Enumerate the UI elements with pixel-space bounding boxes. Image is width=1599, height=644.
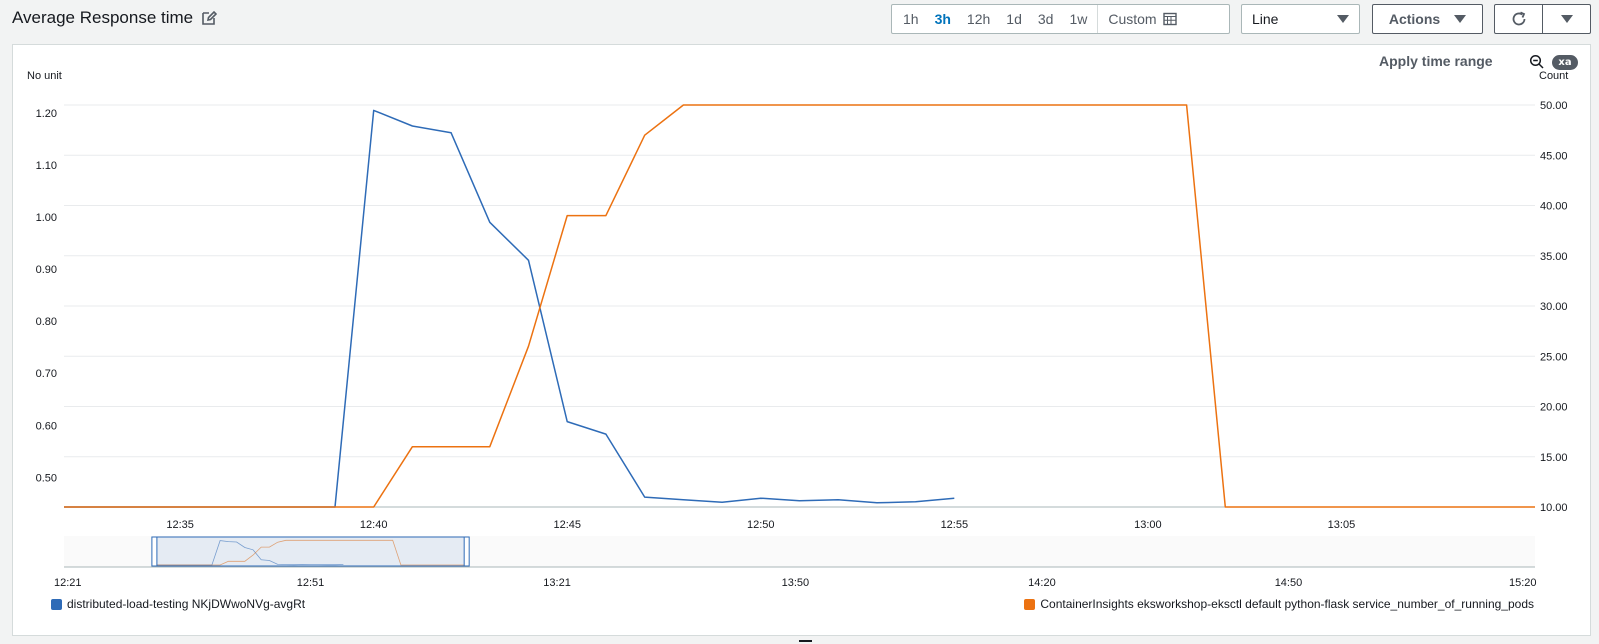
chart-panel	[12, 44, 1591, 636]
refresh-control	[1494, 4, 1591, 34]
range-1d[interactable]: 1d	[1006, 11, 1022, 27]
actions-label: Actions	[1388, 11, 1441, 27]
custom-range-label: Custom	[1108, 11, 1157, 27]
apply-time-range-button[interactable]: Apply time range	[1379, 53, 1493, 69]
legend-label: ContainerInsights eksworkshop-eksctl def…	[1040, 597, 1534, 611]
legend-item-avg-rt[interactable]: distributed-load-testing NKjDWwoNVg-avgR…	[51, 597, 305, 611]
caret-down-icon	[1454, 15, 1467, 23]
legend-swatch-blue	[51, 598, 62, 610]
resize-handle[interactable]	[799, 640, 812, 642]
title-wrap: Average Response time	[12, 8, 218, 28]
chart-type-value: Line	[1252, 11, 1279, 27]
time-range-selector: 1h 3h 12h 1d 3d 1w Custom	[891, 4, 1230, 34]
legend-swatch-orange	[1024, 598, 1036, 610]
widget-title: Average Response time	[12, 8, 194, 27]
range-1w[interactable]: 1w	[1069, 11, 1088, 27]
range-3d[interactable]: 3d	[1037, 11, 1054, 27]
tooltip-badge: xa	[1552, 55, 1578, 70]
edit-icon[interactable]	[201, 10, 218, 26]
right-axis-unit: Count	[1539, 70, 1569, 82]
calendar-icon	[1162, 12, 1177, 26]
refresh-button[interactable]	[1495, 5, 1543, 33]
chart-type-select[interactable]: Line	[1241, 4, 1360, 34]
zoom-out-icon[interactable]	[1529, 54, 1545, 70]
widget-header: Average Response time 1h 3h 12h 1d 3d 1w…	[0, 0, 1599, 40]
caret-down-icon	[1337, 15, 1349, 23]
actions-button[interactable]: Actions	[1372, 4, 1483, 34]
legend-label: distributed-load-testing NKjDWwoNVg-avgR…	[67, 597, 306, 611]
left-axis-unit: No unit	[27, 70, 62, 82]
custom-range-button[interactable]: Custom	[1098, 5, 1184, 33]
range-3h[interactable]: 3h	[934, 11, 951, 27]
caret-down-icon	[1560, 15, 1573, 23]
range-12h[interactable]: 12h	[966, 11, 991, 27]
range-1h[interactable]: 1h	[903, 11, 919, 27]
refresh-icon	[1512, 11, 1525, 26]
range-divider	[1097, 5, 1099, 33]
legend-item-running-pods[interactable]: ContainerInsights eksworkshop-eksctl def…	[1024, 597, 1534, 611]
refresh-interval-dropdown[interactable]	[1543, 5, 1590, 33]
